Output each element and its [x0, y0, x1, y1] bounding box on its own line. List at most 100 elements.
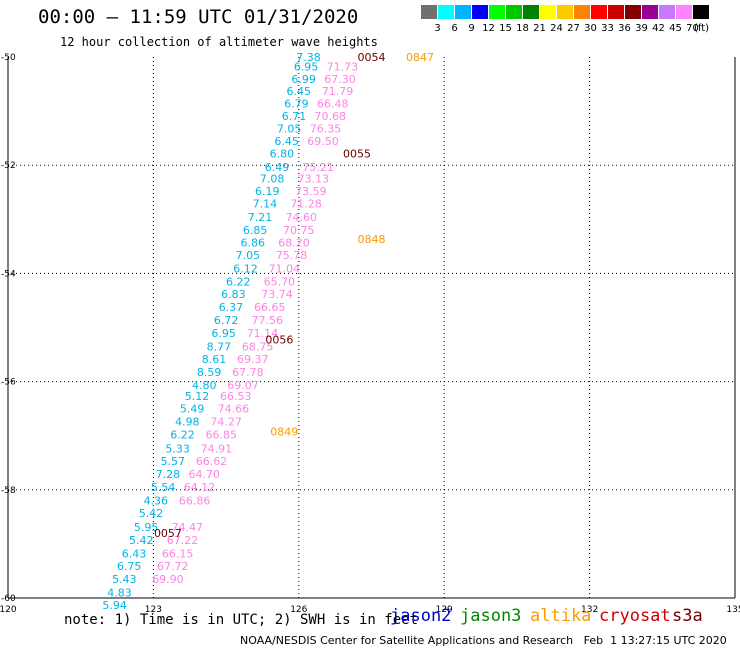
swh-value: 70.75 — [283, 224, 315, 237]
swh-value: 5.94 — [102, 599, 127, 612]
swh-value: 67.78 — [232, 366, 264, 379]
y-tick-label: -58 — [1, 486, 16, 496]
x-tick-label: 126 — [290, 605, 307, 615]
scale-swatch — [472, 5, 488, 19]
scale-swatch — [438, 5, 454, 19]
swh-value: 6.12 — [233, 263, 258, 276]
swh-value: 6.99 — [291, 73, 316, 86]
swh-value: 74.47 — [172, 521, 204, 534]
swh-value: 64.70 — [189, 468, 221, 481]
swh-value: 5.57 — [161, 455, 186, 468]
x-tick-label: 135 — [726, 605, 740, 615]
swh-value: 5.33 — [165, 443, 190, 456]
time-label: 0057 — [154, 527, 182, 540]
swh-value: 6.80 — [270, 147, 295, 160]
swh-value: 6.75 — [117, 560, 142, 573]
swh-value: 5.43 — [112, 573, 137, 586]
swh-value: 69.90 — [152, 573, 184, 586]
swh-value: 66.85 — [206, 429, 238, 442]
swh-value: 5.42 — [139, 507, 164, 520]
scale-swatch — [676, 5, 692, 19]
swh-value: 69.07 — [227, 379, 259, 392]
time-label: 0056 — [265, 333, 293, 346]
swh-value: 74.27 — [210, 416, 242, 429]
swh-value: 68.20 — [278, 237, 310, 250]
time-label: 0847 — [406, 51, 434, 64]
swh-value: 6.45 — [274, 135, 299, 148]
satellite-altika: altika — [530, 606, 592, 626]
time-label: 0055 — [343, 147, 371, 160]
swh-value: 6.22 — [170, 429, 195, 442]
swh-value: 4.36 — [144, 495, 169, 508]
swh-value: 65.70 — [264, 276, 296, 289]
x-tick-label: 120 — [0, 605, 17, 615]
scale-swatch — [642, 5, 658, 19]
scale-label: 9 — [468, 23, 475, 34]
swh-value: 6.37 — [219, 301, 244, 314]
swh-value: 66.15 — [162, 548, 194, 561]
note-text: note: 1) Time is in UTC; 2) SWH is in fe… — [64, 612, 419, 628]
x-tick-label: 129 — [436, 605, 453, 615]
scale-label: 39 — [635, 23, 648, 34]
scale-label: 6 — [451, 23, 458, 34]
swh-value: 66.48 — [317, 98, 349, 111]
chart-subtitle: 12 hour collection of altimeter wave hei… — [60, 35, 378, 49]
chart-title: 00:00 – 11:59 UTC 01/31/2020 — [38, 6, 359, 28]
satellite-jason3: jason3 — [460, 606, 522, 626]
scale-swatch — [608, 5, 624, 19]
swh-value: 74.91 — [201, 443, 233, 456]
scale-label: 42 — [652, 23, 665, 34]
swh-value: 69.37 — [237, 353, 269, 366]
swh-value: 6.45 — [287, 85, 312, 98]
swh-value: 7.21 — [248, 211, 273, 224]
swh-value: 67.30 — [324, 73, 356, 86]
swh-value: 66.53 — [220, 390, 252, 403]
swh-value: 66.86 — [179, 495, 211, 508]
swh-value: 71.73 — [327, 61, 359, 74]
swh-value: 6.83 — [221, 288, 246, 301]
swh-value: 64.12 — [184, 481, 216, 494]
swh-value: 8.77 — [207, 340, 232, 353]
y-tick-label: -56 — [1, 378, 16, 388]
swh-value: 7.38 — [296, 51, 321, 64]
scale-swatch — [540, 5, 556, 19]
swh-value: 71.28 — [290, 198, 322, 211]
swh-value: 6.19 — [255, 185, 280, 198]
swh-value: 7.05 — [236, 249, 261, 262]
swh-value: 70.68 — [315, 110, 347, 123]
swh-value: 4.98 — [175, 416, 200, 429]
satellite-cryosat: cryosat — [599, 606, 671, 626]
swh-value: 6.71 — [282, 110, 307, 123]
swh-value: 74.60 — [285, 211, 317, 224]
scale-label: 33 — [601, 23, 614, 34]
y-tick-label: -54 — [1, 269, 16, 279]
swh-value: 73.74 — [261, 288, 293, 301]
scale-swatch — [625, 5, 641, 19]
scale-label: 18 — [516, 23, 529, 34]
y-tick-label: -60 — [1, 594, 16, 604]
swh-value: 5.49 — [180, 403, 205, 416]
time-label: 0054 — [358, 51, 386, 64]
scale-label: 21 — [533, 23, 546, 34]
swh-value: 71.04 — [269, 263, 301, 276]
satellite-jason2: jason2 — [390, 606, 452, 626]
axis-ticks: 120 123 126 129 132 135 -50 -52 -54 -56 -58 -60 — [0, 53, 740, 615]
scale-label: 15 — [499, 23, 512, 34]
scale-label: 30 — [584, 23, 597, 34]
swh-value: 75.78 — [276, 249, 308, 262]
swh-value: 6.95 — [211, 327, 236, 340]
scale-swatch — [557, 5, 573, 19]
swh-value: 6.72 — [214, 314, 239, 327]
swh-value: 4.80 — [192, 379, 217, 392]
scale-swatch — [659, 5, 675, 19]
swh-value: 7.08 — [260, 173, 285, 186]
scale-swatch — [574, 5, 590, 19]
swh-value: 8.59 — [197, 366, 222, 379]
scale-swatch — [693, 5, 709, 19]
scale-label: 3 — [434, 23, 441, 34]
swh-value: 8.61 — [202, 353, 227, 366]
scale-label: 12 — [482, 23, 495, 34]
scale-label: (ft) — [693, 23, 710, 34]
swh-value: 6.22 — [226, 276, 251, 289]
